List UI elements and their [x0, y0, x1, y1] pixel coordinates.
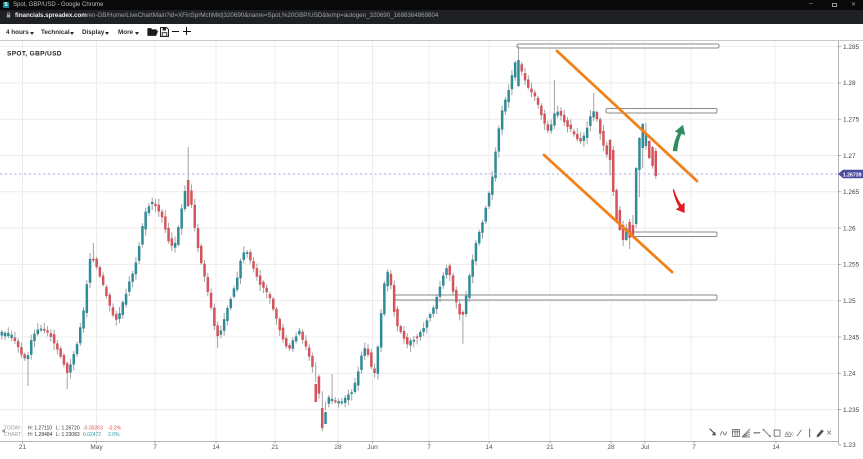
- svg-text:-0.00263: -0.00263: [83, 426, 103, 432]
- svg-text:H: 1.27110: H: 1.27110: [28, 426, 52, 432]
- svg-text:1.235: 1.235: [843, 407, 860, 414]
- svg-text:14: 14: [772, 444, 780, 451]
- svg-text:28: 28: [334, 444, 342, 451]
- svg-text:1.245: 1.245: [843, 334, 860, 341]
- svg-text:1.23: 1.23: [843, 442, 856, 449]
- svg-text:SPOT, GBP/USD: SPOT, GBP/USD: [7, 51, 62, 58]
- svg-text:14: 14: [485, 444, 493, 451]
- svg-text:28: 28: [607, 444, 615, 451]
- svg-text:1.26739: 1.26739: [843, 172, 862, 178]
- svg-text:May: May: [90, 444, 103, 451]
- svg-text:TODAY:: TODAY:: [4, 426, 22, 432]
- svg-text:-0.2%: -0.2%: [108, 426, 122, 432]
- svg-text:7: 7: [692, 444, 696, 451]
- svg-text:7: 7: [153, 444, 157, 451]
- svg-text:1.26: 1.26: [843, 225, 856, 232]
- svg-text:21: 21: [546, 444, 554, 451]
- svg-text:0.02472: 0.02472: [83, 432, 101, 438]
- svg-text:1.24: 1.24: [843, 371, 856, 378]
- svg-text:Jun: Jun: [367, 444, 378, 451]
- svg-text:14: 14: [212, 444, 220, 451]
- svg-text:1.28: 1.28: [843, 80, 856, 87]
- svg-text:H: 1.28484: H: 1.28484: [28, 432, 53, 438]
- svg-text:21: 21: [19, 444, 27, 451]
- svg-text:1.275: 1.275: [843, 117, 860, 124]
- svg-text:2.0%: 2.0%: [108, 432, 120, 438]
- svg-text:1.25: 1.25: [843, 298, 856, 305]
- svg-text:1.285: 1.285: [843, 44, 860, 51]
- svg-text:1.265: 1.265: [843, 189, 860, 196]
- svg-text:21: 21: [271, 444, 279, 451]
- svg-text:Jul: Jul: [641, 444, 650, 451]
- svg-text:1.27: 1.27: [843, 153, 856, 160]
- svg-text:L: 1.26720: L: 1.26720: [56, 426, 80, 432]
- svg-text:CHART:: CHART:: [4, 432, 22, 438]
- svg-text:Abc: Abc: [785, 431, 794, 437]
- svg-text:1.255: 1.255: [843, 262, 860, 269]
- svg-text:7: 7: [427, 444, 431, 451]
- svg-text:L: 1.23083: L: 1.23083: [56, 432, 80, 438]
